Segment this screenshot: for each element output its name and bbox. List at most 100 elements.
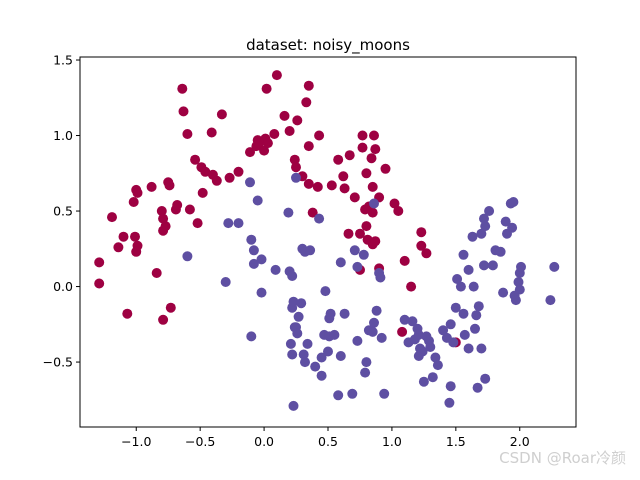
y-tick-label: 0.0 xyxy=(53,279,73,294)
data-point-series-0 xyxy=(122,308,133,319)
data-point-series-1 xyxy=(500,216,511,227)
data-point-series-1 xyxy=(256,254,267,265)
data-point-series-0 xyxy=(211,175,222,186)
data-point-series-1 xyxy=(514,284,525,295)
data-point-series-1 xyxy=(432,360,443,371)
data-point-series-1 xyxy=(182,251,193,262)
data-point-series-1 xyxy=(360,367,371,378)
x-tick-label: 2.0 xyxy=(510,434,530,449)
data-point-series-0 xyxy=(303,141,314,152)
x-tick-label: −1.0 xyxy=(121,434,151,449)
data-point-series-0 xyxy=(393,206,404,216)
data-point-series-1 xyxy=(358,249,369,260)
x-tick-label: 1.0 xyxy=(382,434,402,449)
data-point-series-1 xyxy=(296,298,307,309)
y-axis: −0.5 0.0 0.5 1.0 1.5 xyxy=(43,53,80,370)
data-point-series-1 xyxy=(467,231,478,242)
data-point-series-0 xyxy=(406,281,417,292)
data-point-series-1 xyxy=(471,310,482,321)
data-point-series-1 xyxy=(445,381,456,392)
y-tick-label: 1.5 xyxy=(53,53,73,68)
data-point-series-0 xyxy=(94,278,105,289)
data-point-series-1 xyxy=(418,376,429,387)
data-point-series-1 xyxy=(320,286,331,297)
data-point-series-1 xyxy=(427,372,438,383)
data-point-series-0 xyxy=(333,154,344,165)
data-point-series-0 xyxy=(344,150,355,161)
data-point-series-1 xyxy=(335,351,346,361)
data-point-series-1 xyxy=(248,258,259,269)
data-point-series-1 xyxy=(371,305,382,316)
x-axis: −1.0 −0.5 0.0 0.5 1.0 1.5 2.0 xyxy=(121,427,530,449)
data-point-series-0 xyxy=(314,130,325,141)
data-point-series-1 xyxy=(367,326,378,337)
data-point-series-0 xyxy=(416,240,427,251)
data-point-series-0 xyxy=(259,145,270,156)
data-point-series-1 xyxy=(480,221,491,232)
data-point-series-1 xyxy=(455,281,466,292)
data-point-series-0 xyxy=(279,110,290,121)
data-point-series-0 xyxy=(301,97,312,108)
data-point-series-1 xyxy=(399,314,410,325)
data-point-series-0 xyxy=(338,171,349,182)
data-point-series-1 xyxy=(472,382,483,393)
data-point-series-1 xyxy=(233,218,244,229)
data-point-series-1 xyxy=(444,397,455,408)
data-point-series-1 xyxy=(438,325,449,336)
data-point-series-0 xyxy=(192,218,203,229)
data-point-series-0 xyxy=(397,326,408,337)
data-point-series-1 xyxy=(347,388,358,399)
data-point-series-0 xyxy=(366,153,377,164)
data-point-series-0 xyxy=(262,138,273,149)
data-point-series-0 xyxy=(291,162,301,173)
data-point-series-0 xyxy=(184,204,195,215)
data-point-series-1 xyxy=(425,342,436,352)
data-point-series-0 xyxy=(343,228,354,239)
data-point-series-0 xyxy=(118,231,129,242)
watermark: CSDN @Roar冷颜 xyxy=(499,449,626,467)
data-point-series-0 xyxy=(303,178,314,189)
data-point-series-1 xyxy=(287,349,298,360)
data-point-series-0 xyxy=(369,130,379,141)
data-point-series-1 xyxy=(376,332,387,343)
data-point-series-0 xyxy=(165,302,176,313)
data-point-series-1 xyxy=(459,329,470,340)
data-point-series-1 xyxy=(361,357,372,368)
data-point-series-0 xyxy=(367,181,378,192)
data-point-series-1 xyxy=(288,400,299,411)
data-point-series-0 xyxy=(416,227,427,238)
data-point-series-0 xyxy=(357,142,368,153)
data-point-series-1 xyxy=(245,177,255,188)
data-point-series-0 xyxy=(355,228,365,239)
data-point-series-1 xyxy=(316,370,327,381)
x-tick-label: 1.5 xyxy=(446,434,466,449)
data-point-series-1 xyxy=(369,198,379,209)
data-point-series-1 xyxy=(333,390,344,401)
data-point-series-1 xyxy=(417,346,428,357)
data-point-series-1 xyxy=(516,261,526,272)
data-point-series-0 xyxy=(182,129,193,139)
data-point-series-0 xyxy=(216,109,227,120)
data-point-series-1 xyxy=(314,213,325,224)
data-point-series-1 xyxy=(316,352,327,363)
data-point-series-1 xyxy=(473,301,484,312)
data-point-series-1 xyxy=(285,338,296,349)
data-point-series-1 xyxy=(220,277,231,287)
data-point-series-0 xyxy=(370,236,381,247)
y-tick-label: 1.0 xyxy=(53,128,73,143)
data-point-series-0 xyxy=(158,314,169,325)
data-point-series-0 xyxy=(271,70,282,81)
data-point-series-0 xyxy=(132,187,143,198)
data-point-series-0 xyxy=(370,144,381,155)
data-point-series-0 xyxy=(361,168,372,179)
data-point-series-1 xyxy=(293,311,304,322)
data-point-series-1 xyxy=(256,287,267,298)
y-tick-label: 0.5 xyxy=(53,204,73,219)
data-point-series-0 xyxy=(172,200,183,210)
data-point-series-0 xyxy=(269,129,280,139)
data-point-series-1 xyxy=(476,228,487,239)
data-point-series-0 xyxy=(130,231,140,242)
data-point-series-1 xyxy=(463,343,474,354)
data-point-series-0 xyxy=(349,192,360,203)
